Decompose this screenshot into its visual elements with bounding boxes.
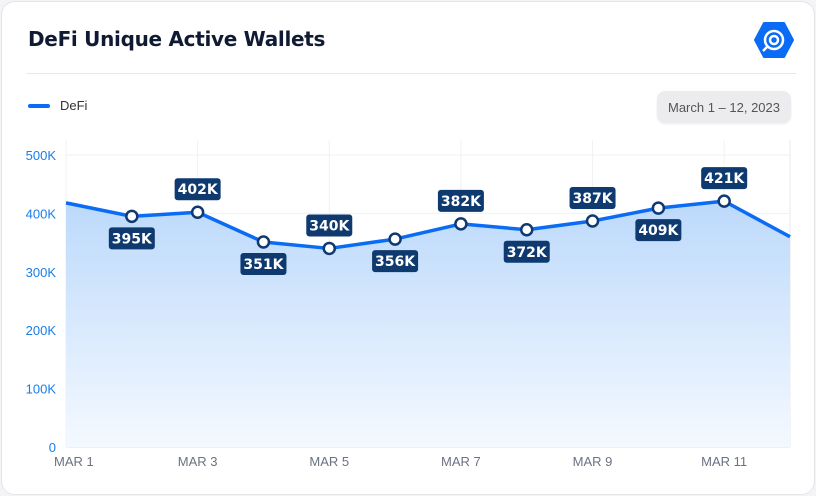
chart-title: DeFi Unique Active Wallets: [28, 27, 326, 51]
y-tick-label: 100K: [26, 382, 57, 397]
data-label: 340K: [309, 218, 350, 234]
date-range-button[interactable]: March 1 – 12, 2023: [657, 91, 791, 123]
data-label-bg: [437, 189, 484, 212]
data-label-bg: [503, 240, 550, 263]
data-label-bg: [701, 167, 748, 190]
data-label-bg: [372, 250, 419, 273]
data-label-bg: [240, 253, 287, 276]
x-tick-label: MAR 3: [178, 454, 218, 469]
data-label: 395K: [112, 231, 153, 247]
data-label: 372K: [507, 245, 548, 261]
y-tick-label: 500K: [26, 148, 57, 163]
y-tick-label: 400K: [26, 206, 57, 221]
y-tick-label: 0: [49, 440, 56, 455]
data-label-bg: [569, 186, 616, 209]
data-label: 409K: [638, 223, 679, 239]
data-label: 402K: [178, 182, 219, 198]
data-point: [717, 194, 731, 208]
dappradar-logo-icon: [754, 22, 794, 58]
legend[interactable]: DeFi: [28, 98, 87, 113]
x-tick-label: MAR 5: [309, 454, 349, 469]
x-tick-label: MAR 9: [573, 454, 613, 469]
data-point: [454, 217, 468, 231]
header-divider: [26, 73, 796, 74]
legend-swatch: [28, 103, 50, 108]
x-tick-label: MAR 1: [54, 454, 94, 469]
data-label-bg: [174, 178, 221, 201]
data-point: [651, 201, 666, 215]
data-label: 351K: [243, 257, 284, 273]
data-point: [190, 205, 205, 219]
data-point: [256, 235, 271, 249]
y-tick-label: 300K: [26, 265, 57, 280]
legend-label: DeFi: [60, 98, 88, 113]
data-label-bg: [108, 227, 155, 250]
x-tick-label: MAR 7: [441, 454, 481, 469]
data-label: 387K: [573, 191, 614, 207]
data-label: 421K: [704, 171, 745, 187]
y-tick-label: 200K: [26, 323, 57, 338]
data-label-bg: [635, 219, 682, 242]
data-label: 382K: [441, 194, 482, 210]
area-fill: [66, 201, 790, 447]
data-point: [125, 209, 139, 224]
data-point: [388, 232, 402, 246]
data-label-bg: [306, 214, 353, 237]
series-line-defi: [65, 199, 791, 251]
data-point: [585, 214, 600, 228]
data-point: [322, 241, 337, 256]
data-label: 356K: [375, 254, 416, 270]
x-tick-label: MAR 11: [701, 454, 747, 469]
data-point: [519, 223, 534, 237]
